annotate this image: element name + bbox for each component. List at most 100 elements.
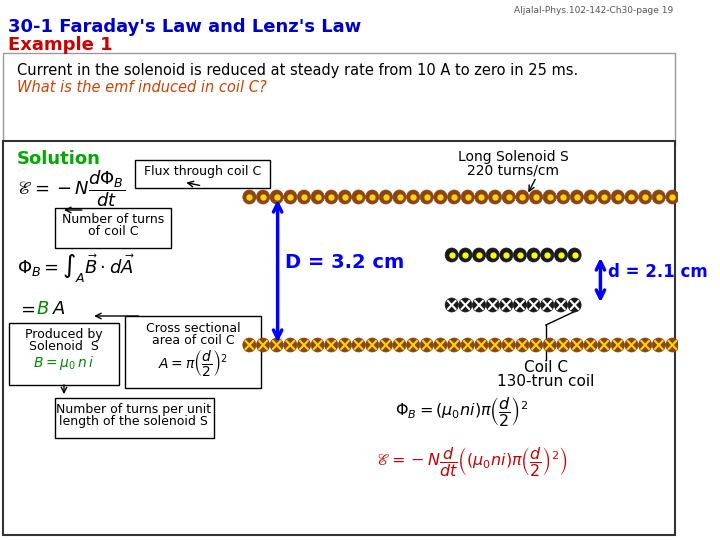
- Circle shape: [243, 338, 256, 352]
- FancyBboxPatch shape: [3, 53, 675, 145]
- Text: $= \,$: $= \,$: [17, 300, 35, 318]
- Circle shape: [568, 298, 581, 312]
- FancyBboxPatch shape: [9, 323, 119, 385]
- Circle shape: [611, 190, 624, 204]
- Text: $B = \mu_0\,n\,i$: $B = \mu_0\,n\,i$: [33, 354, 94, 372]
- Circle shape: [393, 338, 406, 352]
- Text: What is the emf induced in coil C?: What is the emf induced in coil C?: [17, 80, 266, 95]
- Circle shape: [256, 190, 269, 204]
- Circle shape: [639, 338, 652, 352]
- Text: Solenoid  S: Solenoid S: [29, 340, 99, 353]
- Circle shape: [557, 190, 570, 204]
- Text: Current in the solenoid is reduced at steady rate from 10 A to zero in 25 ms.: Current in the solenoid is reduced at st…: [17, 63, 578, 78]
- Circle shape: [338, 338, 351, 352]
- Circle shape: [513, 248, 526, 262]
- Circle shape: [527, 248, 540, 262]
- Circle shape: [338, 190, 351, 204]
- Circle shape: [434, 190, 447, 204]
- FancyBboxPatch shape: [55, 208, 171, 248]
- Circle shape: [352, 338, 365, 352]
- Circle shape: [652, 338, 665, 352]
- Circle shape: [625, 190, 638, 204]
- Circle shape: [420, 190, 433, 204]
- Text: Long Solenoid S: Long Solenoid S: [457, 150, 568, 164]
- Circle shape: [270, 190, 283, 204]
- Circle shape: [379, 338, 392, 352]
- Text: $A = \pi\left(\dfrac{d}{2}\right)^2$: $A = \pi\left(\dfrac{d}{2}\right)^2$: [158, 348, 228, 378]
- FancyBboxPatch shape: [125, 316, 261, 388]
- Circle shape: [529, 190, 543, 204]
- Text: $\Phi_B = \int_A \vec{B} \cdot d\vec{A}$: $\Phi_B = \int_A \vec{B} \cdot d\vec{A}$: [17, 252, 135, 284]
- Circle shape: [459, 298, 472, 312]
- Circle shape: [557, 338, 570, 352]
- Circle shape: [516, 338, 529, 352]
- Circle shape: [393, 190, 406, 204]
- Text: Number of turns per unit: Number of turns per unit: [56, 403, 211, 416]
- Circle shape: [488, 190, 502, 204]
- Circle shape: [625, 338, 638, 352]
- Circle shape: [270, 338, 283, 352]
- Circle shape: [311, 338, 324, 352]
- Text: 30-1 Faraday's Law and Lenz's Law: 30-1 Faraday's Law and Lenz's Law: [7, 18, 361, 36]
- Circle shape: [311, 190, 324, 204]
- FancyBboxPatch shape: [3, 141, 675, 535]
- Circle shape: [488, 338, 502, 352]
- Circle shape: [598, 190, 611, 204]
- Circle shape: [407, 338, 420, 352]
- Circle shape: [652, 190, 665, 204]
- Circle shape: [297, 338, 310, 352]
- Circle shape: [445, 248, 459, 262]
- Text: D = 3.2 cm: D = 3.2 cm: [285, 253, 405, 273]
- Circle shape: [584, 190, 597, 204]
- Circle shape: [554, 298, 567, 312]
- Circle shape: [461, 338, 474, 352]
- Circle shape: [352, 190, 365, 204]
- Circle shape: [486, 298, 499, 312]
- Circle shape: [639, 190, 652, 204]
- Text: $A$: $A$: [52, 300, 66, 318]
- Circle shape: [448, 338, 461, 352]
- Circle shape: [554, 248, 567, 262]
- Circle shape: [584, 338, 597, 352]
- Circle shape: [448, 190, 461, 204]
- Circle shape: [513, 298, 526, 312]
- Circle shape: [445, 298, 459, 312]
- Text: area of coil C: area of coil C: [152, 334, 234, 347]
- Circle shape: [568, 248, 581, 262]
- Circle shape: [420, 338, 433, 352]
- Circle shape: [459, 248, 472, 262]
- Circle shape: [284, 338, 297, 352]
- Circle shape: [666, 338, 679, 352]
- Text: 130-trun coil: 130-trun coil: [497, 374, 595, 389]
- Circle shape: [543, 338, 556, 352]
- Circle shape: [598, 338, 611, 352]
- FancyBboxPatch shape: [55, 398, 214, 438]
- Text: $\Phi_B = (\mu_0 ni)\pi\left(\dfrac{d}{2}\right)^2$: $\Phi_B = (\mu_0 ni)\pi\left(\dfrac{d}{2…: [395, 395, 528, 428]
- Circle shape: [379, 190, 392, 204]
- Circle shape: [472, 248, 485, 262]
- Circle shape: [284, 190, 297, 204]
- Circle shape: [502, 190, 516, 204]
- Text: Produced by: Produced by: [25, 328, 103, 341]
- Circle shape: [474, 338, 488, 352]
- Circle shape: [527, 298, 540, 312]
- Circle shape: [461, 190, 474, 204]
- Text: Cross sectional: Cross sectional: [145, 322, 240, 335]
- Circle shape: [529, 338, 543, 352]
- Text: of coil C: of coil C: [88, 225, 138, 238]
- Text: d = 2.1 cm: d = 2.1 cm: [608, 263, 708, 281]
- Circle shape: [611, 338, 624, 352]
- FancyBboxPatch shape: [135, 160, 270, 188]
- Circle shape: [472, 298, 485, 312]
- Circle shape: [570, 190, 583, 204]
- Circle shape: [297, 190, 310, 204]
- Circle shape: [666, 190, 679, 204]
- Text: 220 turns/cm: 220 turns/cm: [467, 163, 559, 177]
- Text: Example 1: Example 1: [7, 36, 112, 54]
- Circle shape: [256, 338, 269, 352]
- Circle shape: [500, 298, 513, 312]
- Circle shape: [486, 248, 499, 262]
- Circle shape: [541, 298, 554, 312]
- Circle shape: [407, 190, 420, 204]
- Text: Solution: Solution: [17, 150, 101, 168]
